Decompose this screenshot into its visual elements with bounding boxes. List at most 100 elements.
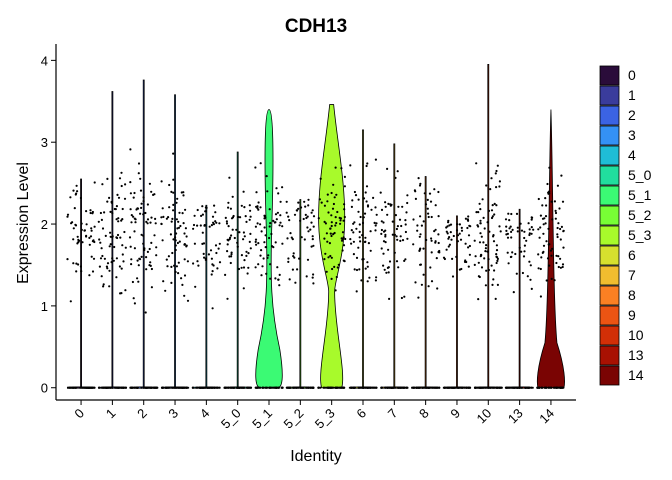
data-point bbox=[106, 262, 110, 265]
data-point bbox=[328, 242, 331, 245]
data-point bbox=[201, 231, 204, 234]
data-point bbox=[174, 270, 177, 274]
data-point bbox=[203, 224, 206, 227]
data-point bbox=[382, 230, 386, 233]
data-point bbox=[214, 244, 218, 247]
data-point bbox=[218, 222, 221, 225]
data-point bbox=[550, 254, 553, 257]
data-point bbox=[388, 297, 391, 300]
data-point bbox=[131, 280, 134, 284]
data-point bbox=[399, 239, 402, 242]
data-point-zero bbox=[213, 386, 216, 389]
data-point bbox=[350, 229, 353, 232]
data-point bbox=[170, 265, 173, 268]
data-point-zero bbox=[384, 386, 387, 389]
data-point bbox=[547, 227, 550, 230]
data-point bbox=[202, 242, 206, 245]
data-point bbox=[91, 270, 95, 273]
data-point bbox=[480, 235, 483, 238]
data-point bbox=[79, 196, 82, 200]
data-point bbox=[375, 213, 378, 216]
data-point bbox=[85, 210, 88, 213]
data-point bbox=[130, 214, 133, 217]
data-point-zero bbox=[140, 386, 143, 389]
data-point bbox=[142, 196, 145, 199]
data-point bbox=[215, 251, 218, 255]
data-point-zero bbox=[161, 386, 164, 389]
data-point bbox=[293, 256, 296, 259]
data-point bbox=[323, 220, 326, 223]
data-point-zero bbox=[448, 386, 451, 389]
data-point-zero bbox=[368, 386, 371, 389]
data-point bbox=[276, 266, 279, 269]
data-point bbox=[235, 228, 238, 231]
data-point bbox=[380, 247, 383, 250]
data-point bbox=[174, 248, 177, 252]
data-point bbox=[274, 241, 277, 244]
data-point bbox=[232, 214, 235, 218]
data-point bbox=[153, 193, 156, 196]
data-point bbox=[180, 191, 183, 194]
data-point bbox=[117, 220, 120, 223]
data-point bbox=[290, 236, 293, 239]
data-point bbox=[105, 265, 108, 268]
data-point bbox=[400, 296, 403, 300]
data-point bbox=[83, 229, 86, 232]
data-point bbox=[490, 264, 493, 267]
data-point bbox=[183, 294, 186, 297]
data-point bbox=[249, 247, 252, 250]
violin-1 bbox=[98, 91, 127, 389]
data-point bbox=[399, 235, 402, 238]
data-point bbox=[212, 223, 215, 226]
data-point bbox=[265, 175, 268, 178]
data-point bbox=[342, 259, 345, 262]
data-point bbox=[361, 221, 365, 225]
data-point bbox=[365, 164, 368, 168]
data-point bbox=[183, 274, 187, 277]
data-point bbox=[467, 265, 470, 268]
data-point bbox=[393, 251, 396, 254]
data-point bbox=[192, 262, 195, 265]
data-point bbox=[184, 227, 187, 230]
data-point bbox=[530, 287, 533, 290]
data-point bbox=[309, 228, 312, 231]
data-point bbox=[353, 268, 356, 271]
data-point bbox=[98, 238, 101, 241]
data-point bbox=[359, 240, 362, 243]
data-point bbox=[365, 200, 368, 203]
data-point bbox=[547, 243, 550, 246]
data-point bbox=[140, 206, 143, 209]
data-point bbox=[548, 166, 551, 169]
data-point bbox=[548, 190, 551, 193]
data-point bbox=[160, 180, 163, 183]
data-point bbox=[108, 196, 111, 199]
data-point bbox=[458, 268, 461, 271]
data-point bbox=[182, 222, 185, 225]
data-point bbox=[279, 214, 282, 217]
data-point-zero bbox=[339, 386, 342, 389]
data-point bbox=[139, 212, 142, 215]
data-point bbox=[80, 270, 83, 273]
legend-label: 1 bbox=[628, 87, 636, 103]
data-point bbox=[137, 280, 140, 283]
data-point bbox=[510, 236, 513, 239]
data-point bbox=[99, 211, 102, 215]
data-point bbox=[400, 224, 403, 228]
violin-3 bbox=[160, 94, 190, 389]
data-point bbox=[185, 235, 188, 238]
data-point bbox=[93, 225, 96, 228]
data-point bbox=[268, 208, 271, 211]
data-point bbox=[311, 276, 314, 279]
data-point-zero bbox=[499, 386, 503, 389]
data-point bbox=[380, 228, 383, 232]
data-point bbox=[545, 279, 548, 282]
data-point bbox=[427, 215, 430, 219]
data-point bbox=[138, 257, 141, 260]
data-point-zero bbox=[364, 386, 367, 389]
data-point bbox=[242, 266, 246, 269]
data-point-zero bbox=[342, 386, 345, 389]
data-point bbox=[137, 172, 140, 175]
data-point-zero bbox=[249, 386, 253, 389]
data-point bbox=[510, 212, 513, 216]
data-point bbox=[298, 257, 301, 260]
